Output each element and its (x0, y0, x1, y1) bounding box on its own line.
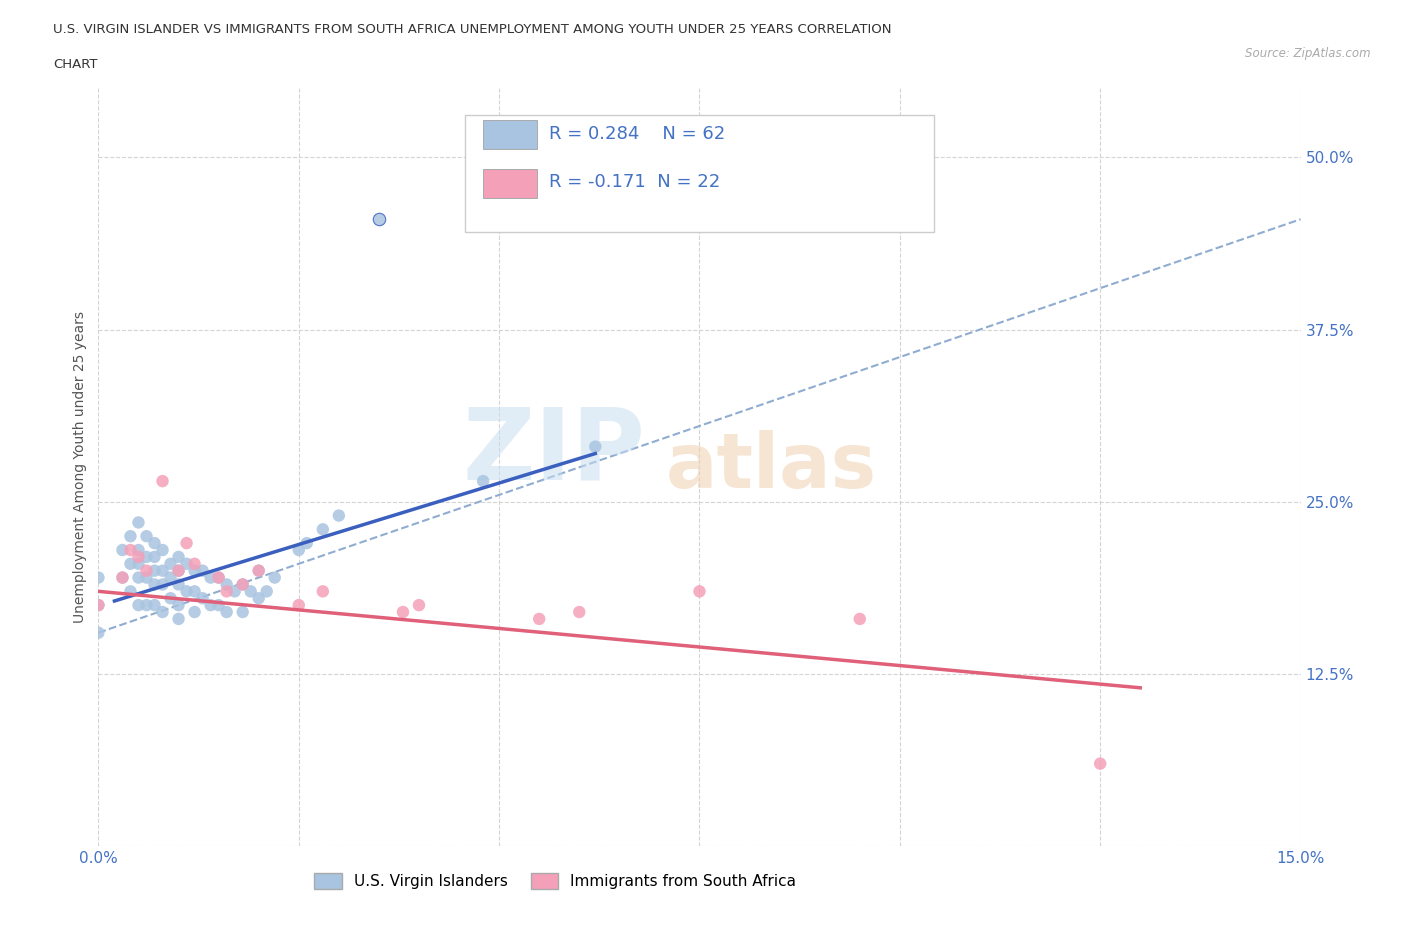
Point (208, 570, 231, 585)
Point (135, 564, 157, 578)
Point (143, 550, 166, 565)
Point (120, 584, 142, 599)
Point (143, 598, 166, 613)
Point (152, 604, 174, 619)
Point (232, 577, 254, 591)
FancyBboxPatch shape (465, 115, 934, 232)
Point (152, 542, 174, 557)
Point (128, 550, 150, 565)
Point (176, 536, 198, 551)
Point (200, 570, 222, 585)
Text: U.S. VIRGIN ISLANDER VS IMMIGRANTS FROM SOUTH AFRICA UNEMPLOYMENT AMONG YOUTH UN: U.S. VIRGIN ISLANDER VS IMMIGRANTS FROM … (53, 23, 891, 36)
Point (583, 439, 606, 454)
Point (288, 598, 311, 613)
Point (256, 584, 278, 599)
Point (328, 508, 350, 523)
Point (128, 542, 150, 557)
Point (128, 570, 150, 585)
Point (208, 570, 231, 585)
Point (263, 570, 285, 585)
Point (135, 550, 157, 565)
Point (176, 584, 198, 599)
Point (232, 604, 254, 619)
Point (159, 570, 181, 585)
Point (215, 577, 238, 591)
Point (135, 570, 157, 585)
Point (120, 556, 142, 571)
Point (191, 591, 214, 605)
Point (288, 542, 311, 557)
Point (143, 577, 166, 591)
Legend: U.S. Virgin Islanders, Immigrants from South Africa: U.S. Virgin Islanders, Immigrants from S… (308, 868, 803, 896)
Point (167, 564, 190, 578)
Text: atlas: atlas (666, 431, 877, 504)
Point (167, 612, 190, 627)
Point (247, 564, 270, 578)
Point (167, 550, 190, 565)
Point (392, 604, 415, 619)
Point (688, 584, 710, 599)
Point (159, 556, 181, 571)
Point (183, 604, 205, 619)
Point (232, 577, 254, 591)
Point (368, 212, 391, 227)
Point (295, 536, 318, 551)
Point (529, 612, 551, 627)
Point (247, 591, 270, 605)
Point (87, 598, 110, 613)
Point (167, 577, 190, 591)
Point (167, 564, 190, 578)
Point (128, 556, 150, 571)
Point (191, 564, 214, 578)
Point (87, 598, 110, 613)
Point (224, 584, 246, 599)
Point (143, 564, 166, 578)
Y-axis label: Unemployment Among Youth under 25 years: Unemployment Among Youth under 25 years (73, 312, 87, 623)
Point (128, 598, 150, 613)
Point (312, 584, 335, 599)
Point (215, 604, 238, 619)
Point (87, 625, 110, 640)
Point (120, 542, 142, 557)
FancyBboxPatch shape (484, 169, 537, 198)
FancyBboxPatch shape (484, 120, 537, 149)
Point (143, 536, 166, 551)
Text: R = -0.171  N = 22: R = -0.171 N = 22 (550, 173, 720, 192)
Text: R = 0.284    N = 62: R = 0.284 N = 62 (550, 125, 725, 142)
Point (408, 598, 430, 613)
Point (176, 556, 198, 571)
Point (1088, 756, 1111, 771)
Point (167, 598, 190, 613)
Point (200, 598, 222, 613)
Point (159, 591, 181, 605)
Point (215, 584, 238, 599)
Point (239, 584, 262, 599)
Point (128, 515, 150, 530)
Point (135, 529, 157, 544)
Point (111, 570, 134, 585)
Point (568, 604, 591, 619)
Point (247, 564, 270, 578)
Point (849, 612, 872, 627)
Point (152, 577, 174, 591)
Point (120, 529, 142, 544)
Point (152, 564, 174, 578)
Point (135, 598, 157, 613)
Text: Source: ZipAtlas.com: Source: ZipAtlas.com (1246, 46, 1371, 60)
Point (183, 564, 205, 578)
Point (183, 584, 205, 599)
Text: ZIP: ZIP (463, 404, 645, 500)
Point (208, 598, 231, 613)
Point (472, 473, 495, 488)
Text: CHART: CHART (53, 58, 98, 71)
Point (111, 542, 134, 557)
Point (87, 570, 110, 585)
Point (152, 473, 174, 488)
Point (183, 556, 205, 571)
Point (111, 570, 134, 585)
Point (312, 522, 335, 537)
